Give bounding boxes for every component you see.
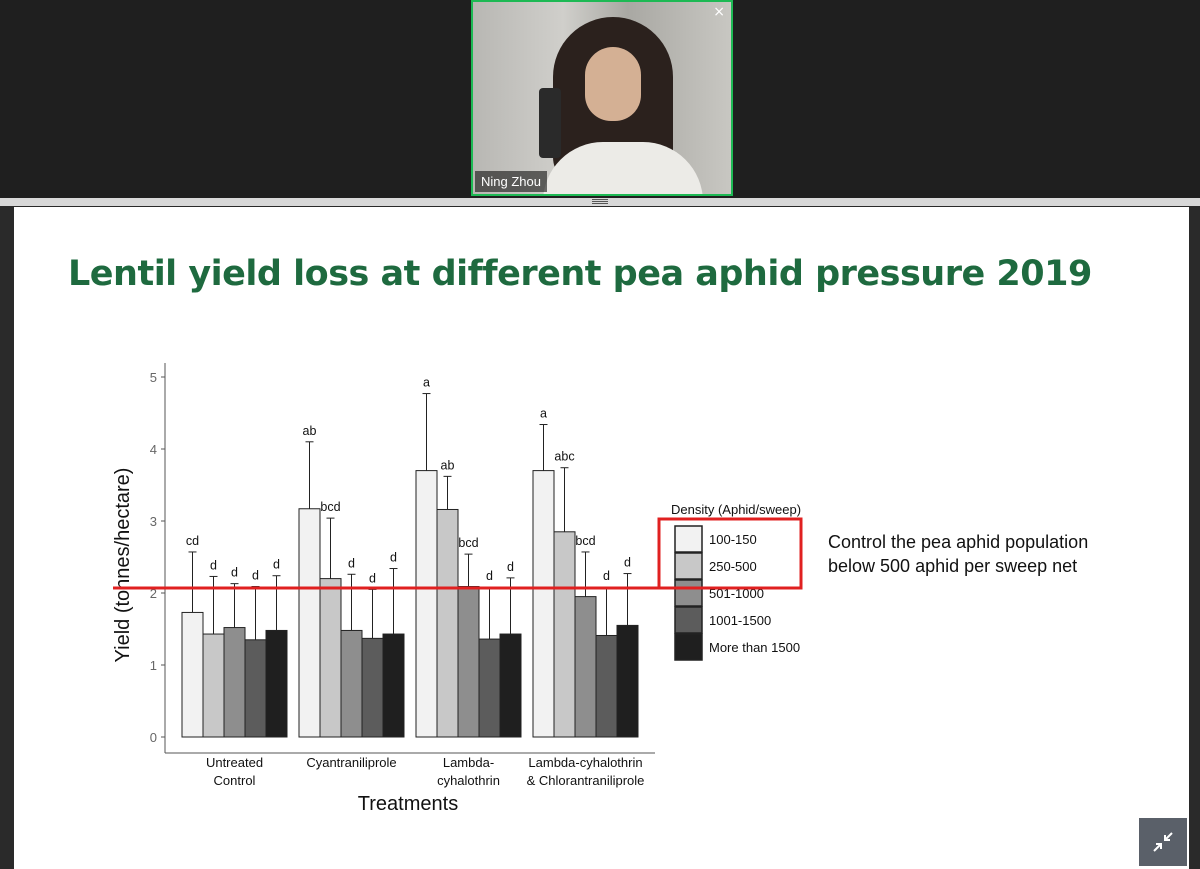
bar [298, 508, 321, 738]
legend-label: 501-1000 [709, 586, 764, 601]
bar [532, 470, 555, 738]
legend-swatch [674, 606, 703, 634]
x-tick-label: Lambda- [443, 755, 494, 770]
x-tick-label: Control [214, 773, 256, 788]
legend-swatch [674, 633, 703, 661]
significance-letter: d [486, 569, 493, 583]
x-tick-label: & Chlorantraniliprole [527, 773, 645, 788]
legend-swatch [674, 552, 703, 580]
y-tick-label: 0 [150, 730, 157, 745]
x-tick-label: cyhalothrin [437, 773, 500, 788]
y-tick-label: 3 [150, 514, 157, 529]
close-icon[interactable]: × [713, 4, 725, 20]
significance-letter: d [210, 558, 217, 572]
bar [595, 634, 618, 738]
significance-letter: bcd [458, 536, 478, 550]
significance-letter: bcd [320, 500, 340, 514]
video-object [539, 88, 561, 158]
bar [223, 627, 246, 738]
bar [202, 633, 225, 738]
bar [319, 578, 342, 738]
significance-letter: ab [441, 458, 455, 472]
bar [415, 470, 438, 738]
significance-letter: cd [186, 534, 199, 548]
legend-title: Density (Aphid/sweep) [671, 502, 801, 517]
y-tick-label: 2 [150, 586, 157, 601]
exit-fullscreen-button[interactable] [1139, 818, 1187, 866]
bar [478, 638, 501, 738]
bar [361, 637, 384, 738]
participant-name-label: Ning Zhou [475, 171, 547, 192]
bar [181, 611, 204, 738]
significance-letter: bcd [575, 534, 595, 548]
legend-swatch [674, 579, 703, 607]
bar [574, 596, 597, 738]
y-axis-title: Yield (tonnes/hectare) [112, 468, 134, 663]
legend-swatch [674, 525, 703, 553]
legend-label: More than 1500 [709, 640, 800, 655]
bar [436, 508, 459, 738]
significance-letter: d [348, 556, 355, 570]
collapse-arrows-icon [1153, 832, 1173, 852]
x-tick-label: Untreated [206, 755, 263, 770]
legend-label: 100-150 [709, 532, 757, 547]
view-split-divider[interactable] [0, 198, 1200, 206]
legend-label: 250-500 [709, 559, 757, 574]
y-tick-label: 4 [150, 442, 157, 457]
x-axis-title: Treatments [358, 793, 458, 815]
significance-letter: d [369, 571, 376, 585]
significance-letter: d [624, 556, 631, 570]
participant-video-tile[interactable]: × Ning Zhou [471, 0, 733, 196]
bar [340, 629, 363, 738]
significance-letter: a [423, 376, 430, 390]
bar [457, 586, 480, 738]
significance-letter: a [540, 407, 547, 421]
significance-letter: d [252, 569, 259, 583]
significance-letter: d [231, 566, 238, 580]
video-person-face [585, 47, 641, 121]
significance-letter: d [507, 560, 514, 574]
bar [616, 624, 639, 738]
significance-letter: d [603, 569, 610, 583]
slide-note: Control the pea aphid population below 5… [828, 530, 1088, 578]
significance-letter: d [273, 558, 280, 572]
participant-strip: × Ning Zhou [0, 0, 1200, 198]
bar [244, 639, 267, 738]
bar [553, 531, 576, 738]
drag-handle-icon[interactable] [592, 199, 608, 205]
significance-letter: d [390, 551, 397, 565]
x-tick-label: Lambda-cyhalothrin [528, 755, 642, 770]
y-tick-label: 5 [150, 370, 157, 385]
slide-title: Lentil yield loss at different pea aphid… [68, 254, 1092, 294]
y-tick-label: 1 [150, 658, 157, 673]
x-tick-label: Cyantraniliprole [306, 755, 396, 770]
slide-note-line: below 500 aphid per sweep net [828, 556, 1078, 576]
slide-note-line: Control the pea aphid population [828, 532, 1089, 552]
bar [382, 633, 405, 738]
bar [499, 633, 522, 738]
shared-slide [14, 207, 1189, 869]
significance-letter: ab [303, 424, 317, 438]
legend-label: 1001-1500 [709, 613, 771, 628]
significance-letter: abc [554, 450, 574, 464]
bar [265, 629, 288, 738]
